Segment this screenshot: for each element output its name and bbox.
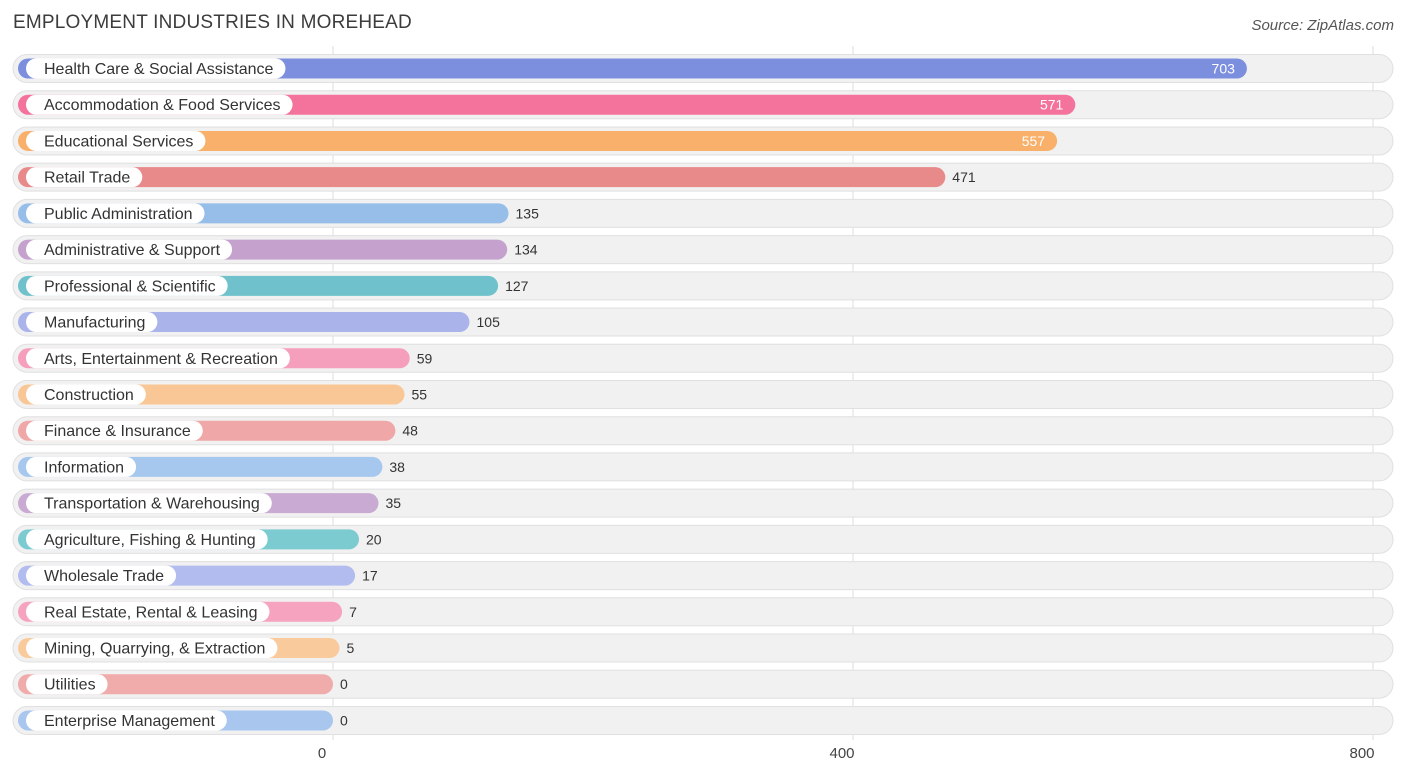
- label-pill: [26, 529, 268, 550]
- bar-row: Arts, Entertainment & Recreation 59: [12, 343, 1394, 373]
- bar-row: Finance & Insurance 48: [12, 416, 1394, 446]
- bar-track: [12, 561, 1394, 591]
- value-label: 135: [516, 205, 540, 221]
- bar-row: Retail Trade 471: [12, 162, 1394, 192]
- label-pill: [26, 94, 293, 115]
- label-pill: [26, 348, 290, 369]
- category-label: Utilities: [44, 677, 96, 694]
- bar-row: Construction 55: [12, 379, 1394, 409]
- label-pill: [26, 420, 203, 441]
- value-label: 571: [1040, 97, 1064, 113]
- category-label: Educational Services: [44, 133, 193, 150]
- label-pill: [26, 239, 233, 260]
- category-label: Real Estate, Rental & Leasing: [44, 604, 257, 621]
- bar-row: Transportation & Warehousing 35: [12, 488, 1394, 518]
- category-label: Retail Trade: [44, 170, 130, 187]
- category-label: Construction: [44, 387, 134, 404]
- label-pill: [26, 710, 227, 731]
- bar-row: Real Estate, Rental & Leasing 7: [12, 597, 1394, 627]
- label-pill: [26, 167, 143, 188]
- label-pill: [26, 493, 272, 514]
- bar-row: Enterprise Management 0: [12, 705, 1394, 735]
- value-label: 17: [362, 568, 378, 584]
- bar-row: Manufacturing 105: [12, 307, 1394, 337]
- bar-track: [12, 705, 1394, 735]
- label-pill: [26, 638, 278, 659]
- category-label: Enterprise Management: [44, 713, 215, 730]
- category-label: Mining, Quarrying, & Extraction: [44, 641, 265, 658]
- label-pill: [26, 58, 286, 79]
- bar-row: Mining, Quarrying, & Extraction 5: [12, 633, 1394, 663]
- bar-row: Professional & Scientific 127: [12, 271, 1394, 301]
- bar-track: [12, 524, 1394, 554]
- bar-rows: Health Care & Social Assistance 703 Accomm…: [12, 54, 1394, 735]
- bar-track: [12, 597, 1394, 627]
- label-pill: [26, 312, 158, 333]
- bar: [18, 167, 946, 188]
- value-label: 134: [514, 242, 538, 258]
- value-label: 0: [340, 712, 348, 728]
- tick-label: 400: [829, 745, 854, 762]
- category-label: Wholesale Trade: [44, 568, 164, 585]
- value-label: 557: [1022, 133, 1046, 149]
- label-pill: [26, 674, 108, 695]
- value-label: 105: [477, 314, 501, 330]
- label-pill: [26, 275, 228, 296]
- category-label: Transportation & Warehousing: [44, 496, 260, 513]
- value-label: 48: [402, 423, 418, 439]
- category-label: Finance & Insurance: [44, 423, 191, 440]
- value-label: 471: [952, 169, 976, 185]
- bar-row: Administrative & Support 134: [12, 235, 1394, 265]
- label-pill: [26, 130, 206, 151]
- bar-row: Educational Services 557: [12, 126, 1394, 156]
- category-label: Arts, Entertainment & Recreation: [44, 351, 278, 368]
- category-label: Administrative & Support: [44, 242, 221, 259]
- label-pill: [26, 601, 270, 622]
- bar-row: Public Administration 135: [12, 198, 1394, 228]
- bar-row: Wholesale Trade 17: [12, 561, 1394, 591]
- bar-row: Utilities 0: [12, 669, 1394, 699]
- category-label: Accommodation & Food Services: [44, 97, 281, 114]
- value-label: 5: [347, 640, 355, 656]
- category-label: Health Care & Social Assistance: [44, 61, 274, 78]
- label-pill: [26, 203, 205, 224]
- chart-title: EMPLOYMENT INDUSTRIES IN MOREHEAD: [13, 12, 412, 33]
- tick-label: 800: [1349, 745, 1374, 762]
- value-label: 127: [505, 278, 529, 294]
- category-label: Professional & Scientific: [44, 278, 216, 295]
- value-label: 55: [412, 386, 428, 402]
- category-label: Information: [44, 459, 124, 476]
- bar-row: Agriculture, Fishing & Hunting 20: [12, 524, 1394, 554]
- bar-track: [12, 669, 1394, 699]
- value-label: 20: [366, 531, 382, 547]
- x-axis-ticks: 0 400 800: [318, 745, 1375, 762]
- category-label: Manufacturing: [44, 315, 145, 332]
- label-pill: [26, 565, 177, 586]
- value-label: 38: [389, 459, 405, 475]
- value-label: 703: [1212, 61, 1236, 77]
- value-label: 59: [417, 350, 433, 366]
- chart-source: Source: ZipAtlas.com: [1251, 17, 1394, 34]
- value-label: 35: [386, 495, 402, 511]
- value-label: 7: [349, 604, 357, 620]
- bar: [18, 58, 1247, 79]
- bar-track: [12, 633, 1394, 663]
- bar-row: Accommodation & Food Services 571: [12, 90, 1394, 120]
- bar-row: Information 38: [12, 452, 1394, 482]
- label-pill: [26, 456, 137, 477]
- bar-row: Health Care & Social Assistance 703: [12, 54, 1394, 83]
- value-label: 0: [340, 676, 348, 692]
- tick-label: 0: [318, 745, 326, 762]
- category-label: Agriculture, Fishing & Hunting: [44, 532, 256, 549]
- bar: [18, 130, 1058, 151]
- category-label: Public Administration: [44, 206, 193, 223]
- label-pill: [26, 384, 146, 405]
